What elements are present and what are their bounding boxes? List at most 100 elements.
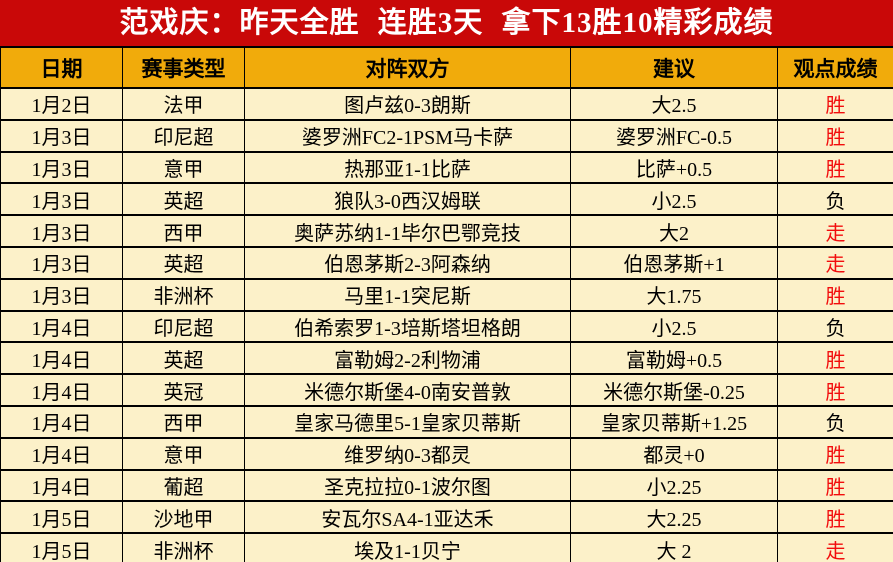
cell-suggestion: 比萨+0.5: [570, 150, 778, 185]
cell-suggestion: 皇家贝蒂斯+1.25: [570, 404, 778, 439]
header-league: 赛事类型: [122, 46, 245, 89]
cell-league: 英超: [122, 245, 245, 280]
cell-date: 1月4日: [0, 309, 123, 344]
table-row: 1月3日 英超 狼队3-0西汉姆联 小2.5 负: [0, 182, 893, 217]
cell-suggestion: 大2.25: [570, 500, 778, 535]
table-row: 1月4日 葡超 圣克拉拉0-1波尔图 小2.25 胜: [0, 468, 893, 503]
header-date: 日期: [0, 46, 123, 89]
header-result: 观点成绩: [777, 46, 893, 89]
cell-league: 葡超: [122, 468, 245, 503]
cell-suggestion: 大2: [570, 214, 778, 248]
cell-match: 埃及1-1贝宁: [244, 532, 571, 562]
cell-result: 胜: [777, 150, 893, 185]
cell-date: 1月4日: [0, 404, 123, 439]
table-row: 1月4日 意甲 维罗纳0-3都灵 都灵+0 胜: [0, 436, 893, 471]
table-row: 1月2日 法甲 图卢兹0-3朗斯 大2.5 胜: [0, 87, 893, 121]
table-row: 1月3日 非洲杯 马里1-1突尼斯 大1.75 胜: [0, 277, 893, 312]
cell-date: 1月4日: [0, 468, 123, 503]
cell-result: 负: [777, 309, 893, 344]
cell-match: 圣克拉拉0-1波尔图: [244, 468, 571, 503]
cell-league: 沙地甲: [122, 500, 245, 535]
cell-result: 胜: [777, 87, 893, 121]
cell-suggestion: 都灵+0: [570, 436, 778, 471]
header-match: 对阵双方: [244, 46, 571, 89]
cell-suggestion: 米德尔斯堡-0.25: [570, 373, 778, 407]
table-row: 1月5日 沙地甲 安瓦尔SA4-1亚达禾 大2.25 胜: [0, 500, 893, 535]
cell-suggestion: 小2.5: [570, 182, 778, 217]
table-row: 1月3日 意甲 热那亚1-1比萨 比萨+0.5 胜: [0, 150, 893, 185]
table-row: 1月3日 西甲 奥萨苏纳1-1毕尔巴鄂竞技 大2 走: [0, 214, 893, 248]
cell-suggestion: 大1.75: [570, 277, 778, 312]
cell-date: 1月4日: [0, 341, 123, 376]
cell-suggestion: 伯恩茅斯+1: [570, 245, 778, 280]
cell-suggestion: 大2.5: [570, 87, 778, 121]
cell-result: 胜: [777, 277, 893, 312]
table-row: 1月4日 英冠 米德尔斯堡4-0南安普敦 米德尔斯堡-0.25 胜: [0, 373, 893, 407]
cell-result: 负: [777, 182, 893, 217]
cell-result: 走: [777, 532, 893, 562]
cell-result: 走: [777, 214, 893, 248]
cell-match: 维罗纳0-3都灵: [244, 436, 571, 471]
table-row: 1月3日 英超 伯恩茅斯2-3阿森纳 伯恩茅斯+1 走: [0, 245, 893, 280]
cell-match: 伯恩茅斯2-3阿森纳: [244, 245, 571, 280]
cell-match: 狼队3-0西汉姆联: [244, 182, 571, 217]
cell-league: 非洲杯: [122, 277, 245, 312]
cell-result: 胜: [777, 118, 893, 153]
header-row: 日期 赛事类型 对阵双方 建议 观点成绩: [0, 46, 893, 89]
cell-league: 西甲: [122, 214, 245, 248]
cell-suggestion: 婆罗洲FC-0.5: [570, 118, 778, 153]
cell-league: 意甲: [122, 436, 245, 471]
cell-match: 皇家马德里5-1皇家贝蒂斯: [244, 404, 571, 439]
table-header: 日期 赛事类型 对阵双方 建议 观点成绩: [0, 46, 893, 89]
cell-date: 1月4日: [0, 436, 123, 471]
cell-date: 1月3日: [0, 118, 123, 153]
cell-match: 米德尔斯堡4-0南安普敦: [244, 373, 571, 407]
cell-league: 非洲杯: [122, 532, 245, 562]
cell-date: 1月5日: [0, 500, 123, 535]
cell-match: 奥萨苏纳1-1毕尔巴鄂竞技: [244, 214, 571, 248]
cell-result: 胜: [777, 468, 893, 503]
header-suggestion: 建议: [570, 46, 778, 89]
cell-match: 婆罗洲FC2-1PSM马卡萨: [244, 118, 571, 153]
cell-suggestion: 富勒姆+0.5: [570, 341, 778, 376]
cell-date: 1月2日: [0, 87, 123, 121]
cell-league: 意甲: [122, 150, 245, 185]
cell-date: 1月3日: [0, 277, 123, 312]
cell-match: 马里1-1突尼斯: [244, 277, 571, 312]
table-body: 1月2日 法甲 图卢兹0-3朗斯 大2.5 胜 1月3日 印尼超 婆罗洲FC2-1PSM马卡萨…: [0, 87, 893, 562]
cell-suggestion: 小2.5: [570, 309, 778, 344]
cell-date: 1月3日: [0, 214, 123, 248]
cell-result: 胜: [777, 500, 893, 535]
cell-date: 1月3日: [0, 245, 123, 280]
cell-date: 1月5日: [0, 532, 123, 562]
cell-league: 英超: [122, 341, 245, 376]
cell-league: 法甲: [122, 87, 245, 121]
cell-league: 英超: [122, 182, 245, 217]
cell-league: 西甲: [122, 404, 245, 439]
results-table: 日期 赛事类型 对阵双方 建议 观点成绩 1月2日 法甲 图卢兹0-3朗斯 大2.5 胜…: [0, 46, 893, 562]
banner-title: 范戏庆：昨天全胜 连胜3天 拿下13胜10精彩成绩: [0, 0, 893, 46]
cell-result: 胜: [777, 373, 893, 407]
table-row: 1月4日 英超 富勒姆2-2利物浦 富勒姆+0.5 胜: [0, 341, 893, 376]
cell-league: 印尼超: [122, 309, 245, 344]
cell-suggestion: 大 2: [570, 532, 778, 562]
cell-suggestion: 小2.25: [570, 468, 778, 503]
cell-date: 1月4日: [0, 373, 123, 407]
cell-match: 富勒姆2-2利物浦: [244, 341, 571, 376]
cell-league: 印尼超: [122, 118, 245, 153]
cell-result: 走: [777, 245, 893, 280]
cell-league: 英冠: [122, 373, 245, 407]
cell-match: 热那亚1-1比萨: [244, 150, 571, 185]
cell-date: 1月3日: [0, 182, 123, 217]
cell-result: 负: [777, 404, 893, 439]
cell-match: 伯希索罗1-3培斯塔坦格朗: [244, 309, 571, 344]
cell-result: 胜: [777, 341, 893, 376]
cell-match: 安瓦尔SA4-1亚达禾: [244, 500, 571, 535]
cell-date: 1月3日: [0, 150, 123, 185]
table-row: 1月4日 西甲 皇家马德里5-1皇家贝蒂斯 皇家贝蒂斯+1.25 负: [0, 404, 893, 439]
cell-result: 胜: [777, 436, 893, 471]
table-row: 1月4日 印尼超 伯希索罗1-3培斯塔坦格朗 小2.5 负: [0, 309, 893, 344]
table-row: 1月3日 印尼超 婆罗洲FC2-1PSM马卡萨 婆罗洲FC-0.5 胜: [0, 118, 893, 153]
